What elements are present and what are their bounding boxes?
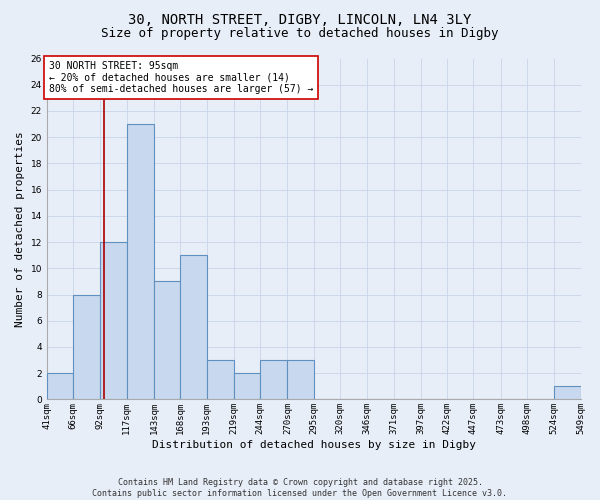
Bar xyxy=(260,360,287,400)
Text: Size of property relative to detached houses in Digby: Size of property relative to detached ho… xyxy=(101,28,499,40)
Bar xyxy=(287,360,314,400)
Bar xyxy=(554,386,581,400)
Bar xyxy=(206,360,234,400)
Bar xyxy=(154,282,181,400)
X-axis label: Distribution of detached houses by size in Digby: Distribution of detached houses by size … xyxy=(152,440,476,450)
Bar xyxy=(234,373,260,400)
Y-axis label: Number of detached properties: Number of detached properties xyxy=(15,131,25,327)
Bar xyxy=(127,124,154,400)
Text: 30 NORTH STREET: 95sqm
← 20% of detached houses are smaller (14)
80% of semi-det: 30 NORTH STREET: 95sqm ← 20% of detached… xyxy=(49,61,313,94)
Bar xyxy=(181,255,206,400)
Bar xyxy=(73,294,100,400)
Text: 30, NORTH STREET, DIGBY, LINCOLN, LN4 3LY: 30, NORTH STREET, DIGBY, LINCOLN, LN4 3L… xyxy=(128,12,472,26)
Text: Contains HM Land Registry data © Crown copyright and database right 2025.
Contai: Contains HM Land Registry data © Crown c… xyxy=(92,478,508,498)
Bar xyxy=(47,373,73,400)
Bar xyxy=(100,242,127,400)
